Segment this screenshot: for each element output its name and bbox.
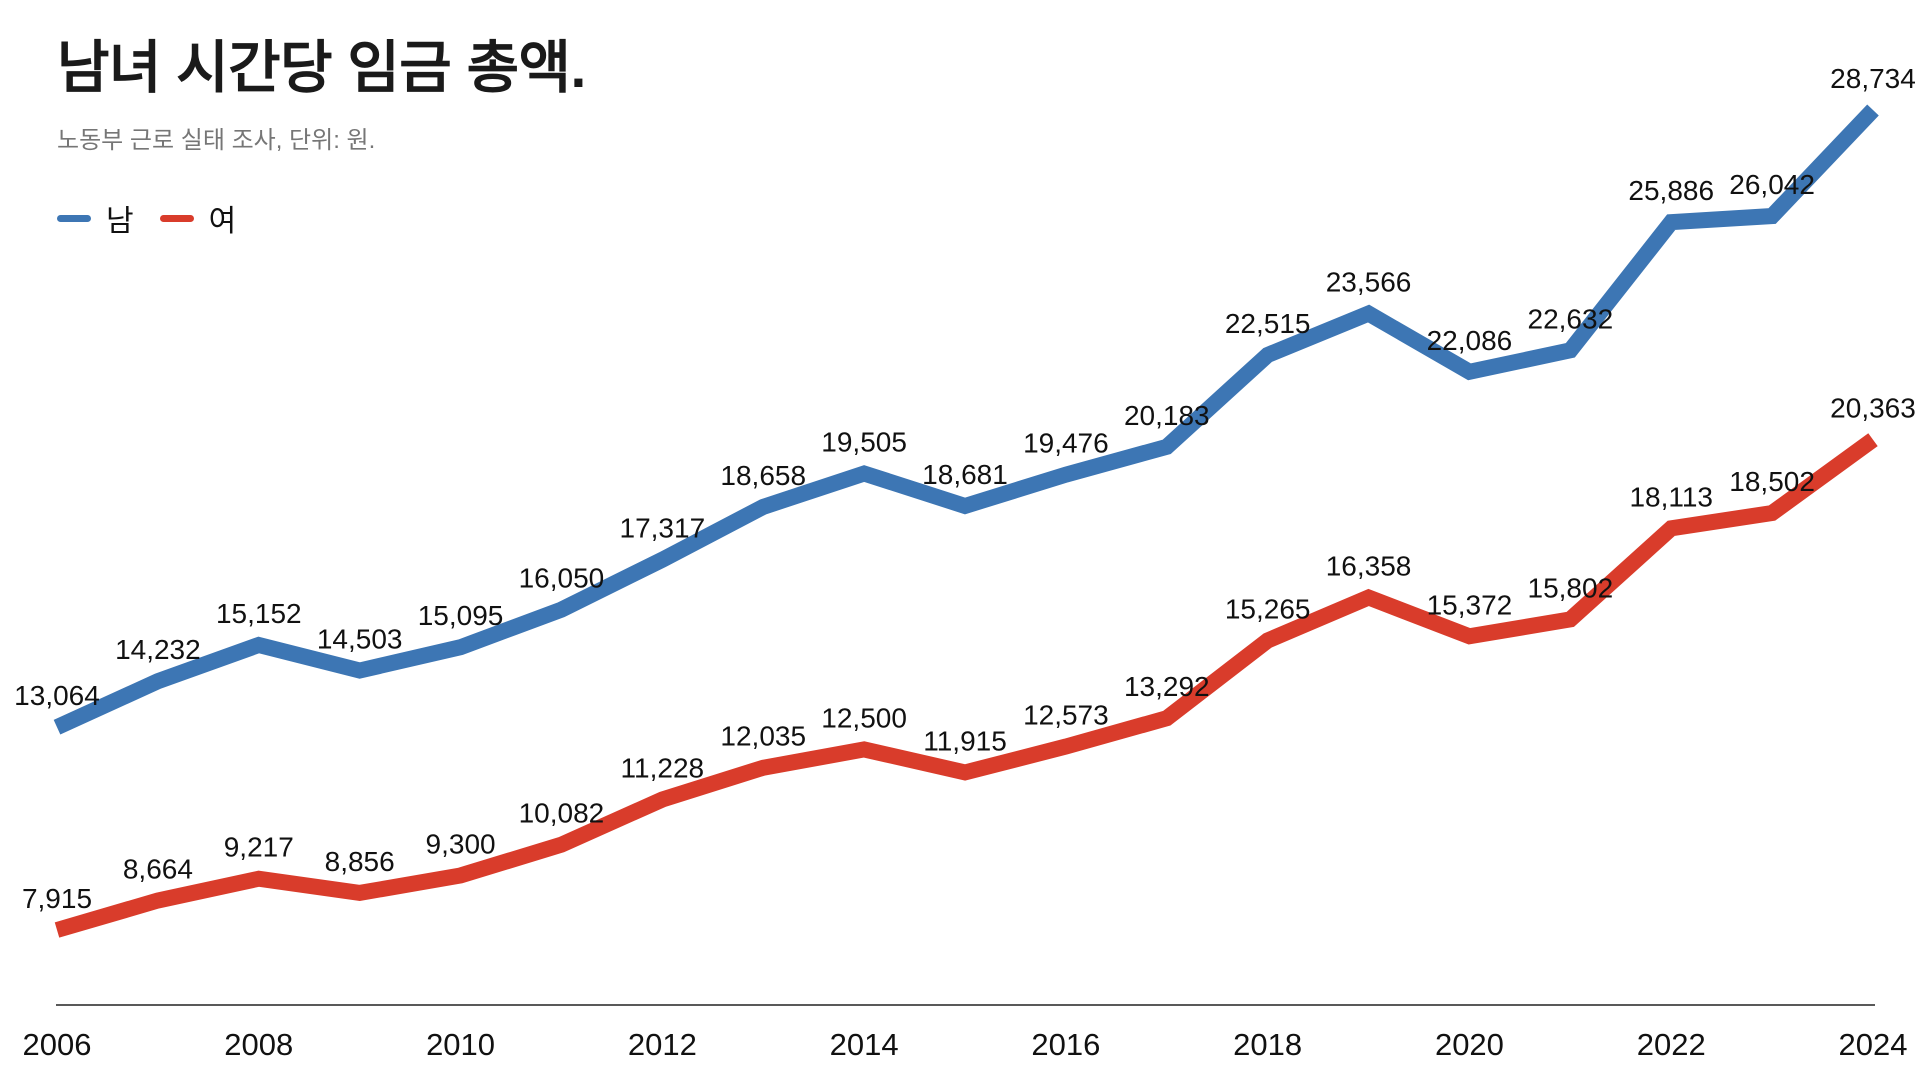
data-label: 15,802 bbox=[1528, 572, 1614, 603]
data-label: 18,502 bbox=[1729, 466, 1815, 497]
female-line bbox=[54, 433, 1878, 938]
data-label: 10,082 bbox=[519, 798, 605, 829]
x-tick-label: 2016 bbox=[1031, 1027, 1100, 1062]
data-label: 18,658 bbox=[720, 460, 806, 491]
data-label: 11,228 bbox=[621, 753, 705, 784]
data-label: 22,086 bbox=[1427, 325, 1513, 356]
data-label: 18,681 bbox=[922, 459, 1008, 490]
page-subtitle: 노동부 근로 실태 조사, 단위: 원. bbox=[57, 126, 376, 154]
x-tick-label: 2018 bbox=[1233, 1027, 1302, 1062]
data-label: 15,265 bbox=[1225, 594, 1311, 625]
legend-item-female: 여 bbox=[159, 196, 237, 240]
data-label: 12,035 bbox=[720, 721, 806, 752]
x-tick-label: 2012 bbox=[628, 1027, 697, 1062]
data-label: 19,476 bbox=[1023, 428, 1109, 459]
legend-label-female: 여 bbox=[208, 205, 237, 238]
data-label: 8,856 bbox=[325, 846, 395, 877]
x-tick-label: 2006 bbox=[23, 1027, 92, 1062]
data-label: 7,915 bbox=[22, 883, 92, 914]
data-label: 22,632 bbox=[1528, 303, 1614, 334]
data-label: 25,886 bbox=[1628, 175, 1714, 206]
data-label: 15,152 bbox=[216, 598, 302, 629]
male-line bbox=[53, 104, 1879, 735]
data-label: 13,292 bbox=[1124, 671, 1210, 702]
data-label: 16,050 bbox=[519, 563, 605, 594]
data-label: 12,500 bbox=[821, 702, 907, 733]
data-label: 15,095 bbox=[418, 600, 504, 631]
data-label: 22,515 bbox=[1225, 308, 1311, 339]
data-label: 20,183 bbox=[1124, 400, 1210, 431]
x-tick-label: 2008 bbox=[224, 1027, 293, 1062]
x-tick-label: 2020 bbox=[1435, 1027, 1504, 1062]
legend-label-male: 남 bbox=[106, 205, 134, 238]
data-label: 8,664 bbox=[123, 853, 193, 884]
chart-legend: 남 여 bbox=[57, 196, 236, 240]
data-label: 18,113 bbox=[1629, 481, 1713, 512]
data-label: 11,915 bbox=[923, 725, 1007, 756]
data-label: 19,505 bbox=[821, 427, 907, 458]
data-label: 15,372 bbox=[1427, 589, 1513, 620]
data-label: 16,358 bbox=[1326, 550, 1412, 581]
female-line-swatch-icon bbox=[159, 214, 194, 222]
data-label: 9,300 bbox=[426, 828, 496, 859]
x-tick-label: 2014 bbox=[830, 1027, 899, 1062]
chart-header: 남녀 시간당 임금 총액. 노동부 근로 실태 조사, 단위: 원. bbox=[57, 36, 586, 155]
data-label: 20,363 bbox=[1830, 393, 1916, 424]
data-label: 14,503 bbox=[317, 624, 403, 655]
male-line-swatch-icon bbox=[57, 214, 91, 222]
data-label: 23,566 bbox=[1326, 267, 1412, 298]
data-label: 28,734 bbox=[1830, 63, 1916, 94]
x-tick-label: 2010 bbox=[426, 1027, 495, 1062]
data-label: 9,217 bbox=[224, 832, 294, 863]
legend-item-male: 남 bbox=[57, 196, 134, 240]
x-tick-label: 2024 bbox=[1839, 1027, 1908, 1062]
data-label: 13,064 bbox=[14, 680, 100, 711]
page-title: 남녀 시간당 임금 총액. bbox=[57, 36, 586, 100]
data-label: 12,573 bbox=[1023, 700, 1109, 731]
data-label: 17,317 bbox=[620, 513, 706, 544]
x-tick-label: 2022 bbox=[1637, 1027, 1706, 1062]
data-label: 14,232 bbox=[115, 634, 201, 665]
data-label: 26,042 bbox=[1729, 169, 1815, 200]
